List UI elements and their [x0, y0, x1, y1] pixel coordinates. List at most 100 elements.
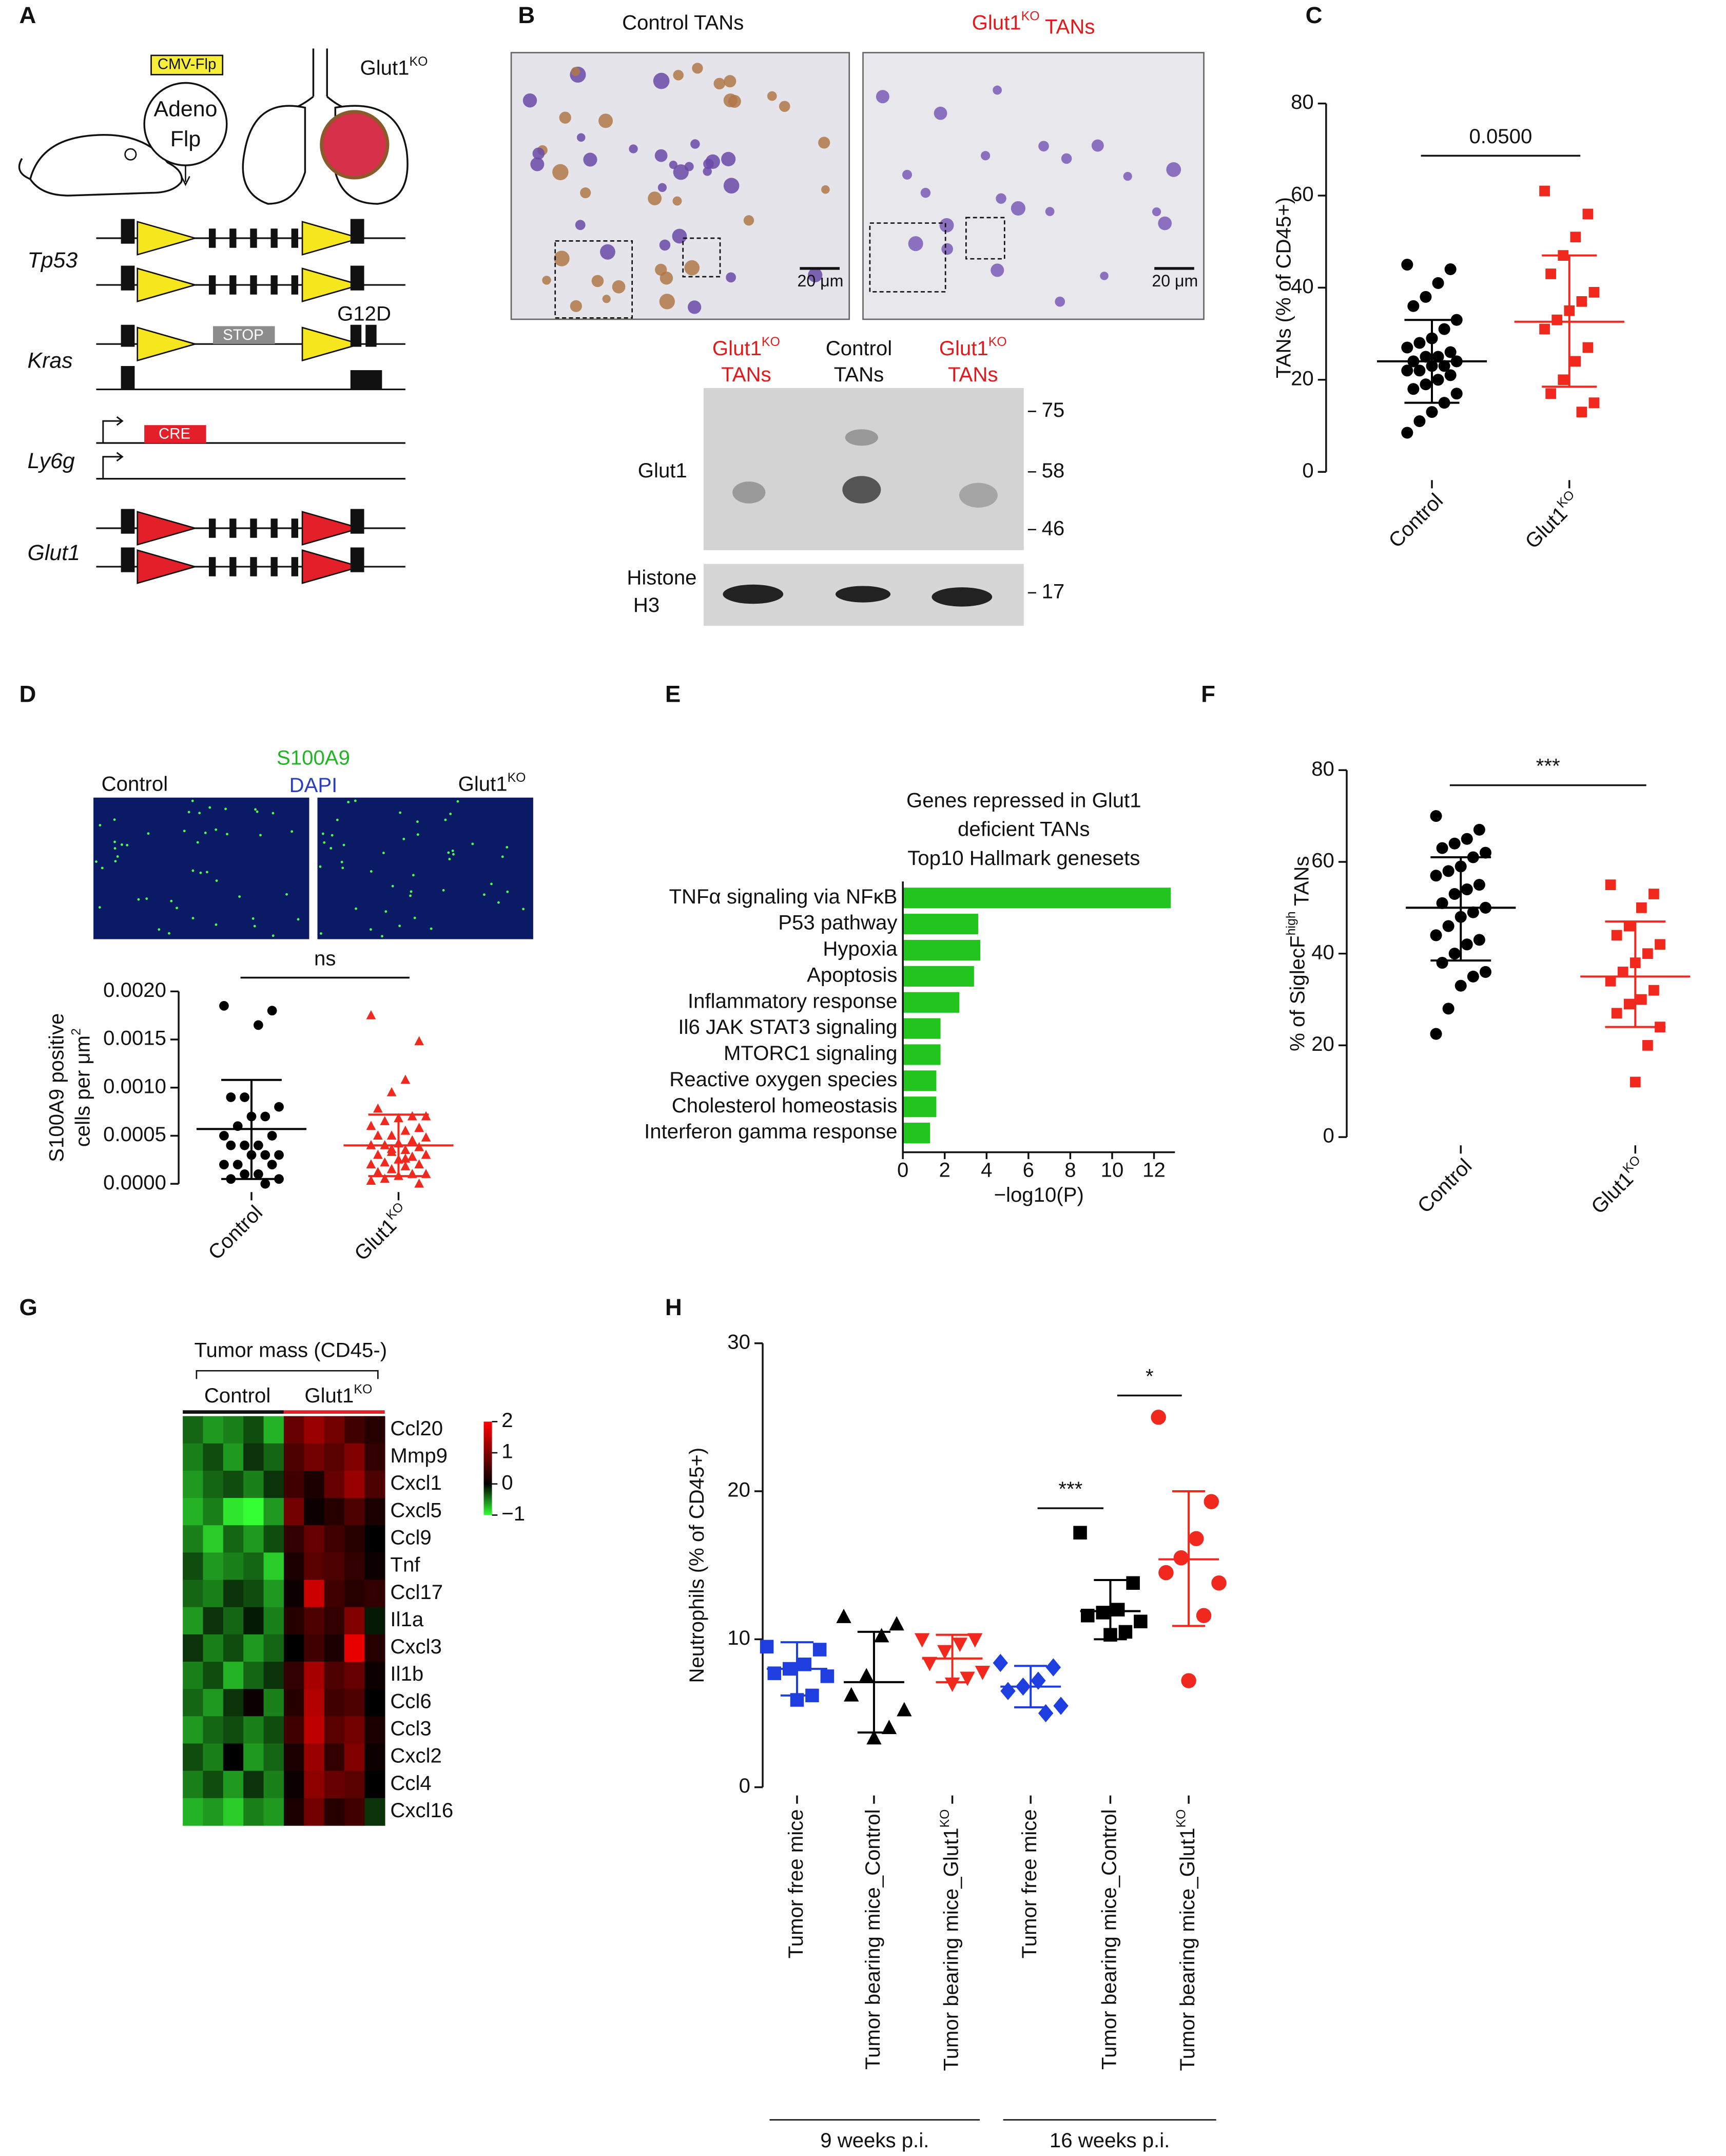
row-label: Ccl4 — [390, 1772, 431, 1795]
cell — [1166, 162, 1181, 177]
band — [835, 586, 891, 603]
cell — [532, 147, 545, 160]
data-point — [421, 1111, 431, 1121]
bar — [903, 1096, 937, 1118]
cell — [673, 164, 689, 180]
text-part: TANs — [1290, 856, 1313, 912]
speck — [215, 828, 218, 831]
cell — [657, 183, 667, 192]
speck — [98, 906, 101, 909]
speck — [483, 893, 486, 896]
cell — [648, 191, 662, 205]
speck — [145, 897, 148, 900]
text-part: TANs — [948, 362, 998, 386]
superscript: high — [1284, 911, 1298, 935]
row-label: Ccl20 — [390, 1417, 443, 1440]
exon — [250, 518, 257, 538]
data-point — [400, 1145, 411, 1154]
heatmap-cell — [344, 1770, 365, 1799]
data-point — [219, 1160, 229, 1170]
text-part: Tumor free mice — [784, 1809, 807, 1958]
speck — [399, 811, 402, 814]
marker-label: 17 — [1042, 580, 1065, 603]
heatmap-cell — [183, 1498, 204, 1526]
speck — [290, 830, 294, 833]
x-tick-label: 6 — [1023, 1159, 1034, 1182]
x-tick-label: 8 — [1064, 1159, 1076, 1182]
heatmap-cell — [344, 1552, 365, 1581]
cell — [602, 295, 611, 303]
cell — [571, 67, 580, 76]
group-label: Control — [204, 1384, 270, 1407]
fluorescence-image — [93, 797, 309, 939]
data-point — [1455, 979, 1467, 992]
virus-circle — [143, 82, 228, 166]
virus-label: Adeno — [154, 97, 218, 121]
data-point — [1649, 985, 1659, 996]
significance-label: *** — [1536, 754, 1560, 777]
heatmap-cell — [263, 1716, 284, 1744]
mouse-ear — [124, 148, 137, 161]
heatmap-cell — [364, 1580, 385, 1608]
y-tick-label: 40 — [1311, 940, 1334, 964]
heatmap-cell — [243, 1770, 264, 1799]
cell — [612, 280, 626, 294]
heatmap-cell — [364, 1634, 385, 1662]
text-part: Control — [826, 337, 892, 360]
vector-box — [150, 54, 224, 75]
lane-label: TANs — [948, 362, 998, 386]
speck — [198, 812, 201, 815]
exon — [350, 324, 362, 347]
cell — [530, 157, 545, 171]
stop-box — [213, 326, 275, 344]
chart-title: Tumor mass (CD45-) — [195, 1338, 387, 1361]
speck — [101, 867, 104, 870]
heatmap-cell — [324, 1743, 345, 1772]
speck — [271, 934, 275, 937]
y-tick-label: 0 — [739, 1774, 750, 1797]
heatmap-cell — [364, 1498, 385, 1526]
y-axis-label: Neutrophils (% of CD45+) — [685, 1448, 708, 1683]
data-point — [1570, 356, 1581, 367]
data-point — [1636, 902, 1647, 913]
heatmap-cell — [344, 1525, 365, 1553]
heatmap-cell — [243, 1798, 264, 1826]
data-point — [1420, 351, 1432, 363]
heatmap-cell — [304, 1416, 325, 1444]
speck — [208, 806, 211, 809]
data-point — [1073, 1526, 1087, 1540]
data-point — [897, 1702, 912, 1717]
band — [842, 476, 881, 504]
speck — [191, 869, 195, 872]
band — [732, 481, 766, 504]
cell — [688, 300, 702, 314]
y-tick-label: 0.0005 — [103, 1123, 166, 1146]
heatmap-cell — [283, 1716, 305, 1744]
data-point — [812, 1643, 827, 1657]
speck — [410, 890, 413, 893]
data-point — [274, 1102, 284, 1112]
speck — [369, 928, 372, 931]
speck — [254, 808, 257, 811]
superscript: KO — [762, 335, 780, 349]
cell — [1152, 207, 1161, 217]
speck — [447, 851, 450, 854]
data-point — [1576, 407, 1587, 417]
lane-label: Control — [826, 337, 892, 360]
recombination-site — [137, 549, 198, 584]
speck — [506, 846, 509, 849]
heatmap-cell — [183, 1525, 204, 1553]
heatmap-cell — [243, 1470, 264, 1498]
data-point — [1436, 957, 1448, 969]
cell — [713, 78, 726, 90]
heatmap-cell — [223, 1470, 244, 1498]
cell — [554, 251, 570, 266]
heatmap-cell — [304, 1525, 325, 1553]
cell — [991, 263, 1004, 277]
data-point — [914, 1633, 930, 1648]
data-point — [1000, 1682, 1016, 1700]
text-part: cells per μm — [71, 1035, 94, 1147]
lung-left — [242, 105, 306, 205]
data-point — [1642, 1040, 1653, 1051]
